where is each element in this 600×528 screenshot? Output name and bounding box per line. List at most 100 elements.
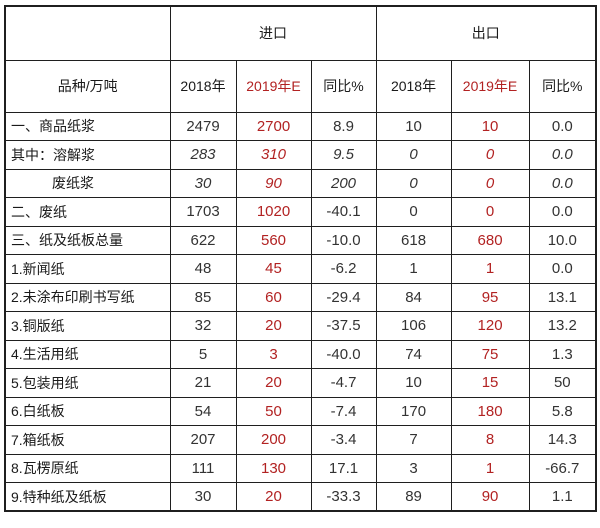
import-2018-cell: 30 <box>169 482 237 512</box>
import-2019e-cell: 90 <box>235 168 312 198</box>
export-2018-cell: 10 <box>375 368 452 398</box>
import-yoy-cell: -10.0 <box>310 225 377 255</box>
row-label: 5.包装用纸 <box>4 368 171 398</box>
import-2018-cell: 85 <box>169 282 237 312</box>
import-2019e-cell: 310 <box>235 140 312 170</box>
import-2019e-cell: 3 <box>235 339 312 369</box>
export-2019e-cell: 680 <box>450 225 530 255</box>
table-row-packaging-paper: 5.包装用纸 21 20 -4.7 10 15 50 <box>4 368 597 398</box>
export-yoy-cell: 5.8 <box>528 396 597 426</box>
export-2019e-header: 2019年E <box>450 59 530 113</box>
import-yoy-cell: -40.1 <box>310 197 377 227</box>
import-2019e-cell: 20 <box>235 368 312 398</box>
header-columns-row: 品种/万吨 2018年 2019年E 同比% 2018年 2019年E 同比% <box>4 59 597 113</box>
row-label: 9.特种纸及纸板 <box>4 482 171 512</box>
table-row-corrugating-medium: 8.瓦楞原纸 111 130 17.1 3 1 -66.7 <box>4 453 597 483</box>
import-2019e-cell: 20 <box>235 311 312 341</box>
table-row-recycled-pulp: 废纸浆 30 90 200 0 0 0.0 <box>4 168 597 198</box>
export-2018-cell: 106 <box>375 311 452 341</box>
export-yoy-cell: -66.7 <box>528 453 597 483</box>
import-yoy-cell: 17.1 <box>310 453 377 483</box>
export-2019e-cell: 95 <box>450 282 530 312</box>
export-2018-cell: 74 <box>375 339 452 369</box>
header-group-row: 进口 出口 <box>4 5 597 61</box>
export-yoy-header: 同比% <box>528 59 597 113</box>
export-2019e-cell: 0 <box>450 168 530 198</box>
table-row-coated-paper: 3.铜版纸 32 20 -37.5 106 120 13.2 <box>4 311 597 341</box>
import-group-header: 进口 <box>169 5 377 61</box>
import-yoy-cell: -33.3 <box>310 482 377 512</box>
export-2019e-cell: 0 <box>450 140 530 170</box>
export-yoy-cell: 0.0 <box>528 254 597 284</box>
export-2018-cell: 170 <box>375 396 452 426</box>
export-2018-cell: 1 <box>375 254 452 284</box>
export-2019e-cell: 1 <box>450 453 530 483</box>
export-2018-cell: 0 <box>375 168 452 198</box>
export-yoy-cell: 13.1 <box>528 282 597 312</box>
export-yoy-cell: 50 <box>528 368 597 398</box>
import-2019e-cell: 45 <box>235 254 312 284</box>
export-2018-cell: 10 <box>375 111 452 141</box>
import-2018-cell: 1703 <box>169 197 237 227</box>
export-2018-cell: 84 <box>375 282 452 312</box>
import-2019e-header: 2019年E <box>235 59 312 113</box>
export-yoy-cell: 0.0 <box>528 111 597 141</box>
row-label: 二、废纸 <box>4 197 171 227</box>
row-label: 4.生活用纸 <box>4 339 171 369</box>
import-2018-cell: 207 <box>169 425 237 455</box>
import-yoy-cell: -40.0 <box>310 339 377 369</box>
corner-cell <box>4 5 171 61</box>
import-2018-cell: 2479 <box>169 111 237 141</box>
import-2018-cell: 283 <box>169 140 237 170</box>
export-yoy-cell: 1.1 <box>528 482 597 512</box>
export-2018-cell: 0 <box>375 197 452 227</box>
import-2018-cell: 32 <box>169 311 237 341</box>
export-2019e-cell: 75 <box>450 339 530 369</box>
row-label: 3.铜版纸 <box>4 311 171 341</box>
table-row-uncoated-printing-paper: 2.未涂布印刷书写纸 85 60 -29.4 84 95 13.1 <box>4 282 597 312</box>
import-2019e-cell: 60 <box>235 282 312 312</box>
table-row-commodity-pulp: 一、商品纸浆 2479 2700 8.9 10 10 0.0 <box>4 111 597 141</box>
import-2019e-cell: 20 <box>235 482 312 512</box>
export-2019e-cell: 180 <box>450 396 530 426</box>
export-yoy-cell: 13.2 <box>528 311 597 341</box>
import-export-table-container: 进口 出口 品种/万吨 2018年 2019年E 同比% 2018年 2019年… <box>4 5 598 512</box>
row-label: 其中：溶解浆 <box>4 140 171 170</box>
import-2018-cell: 5 <box>169 339 237 369</box>
import-2018-cell: 111 <box>169 453 237 483</box>
import-2018-cell: 21 <box>169 368 237 398</box>
import-2019e-cell: 560 <box>235 225 312 255</box>
export-2018-cell: 89 <box>375 482 452 512</box>
import-yoy-cell: -37.5 <box>310 311 377 341</box>
import-2018-cell: 622 <box>169 225 237 255</box>
row-label: 一、商品纸浆 <box>4 111 171 141</box>
row-label: 废纸浆 <box>4 168 171 198</box>
variety-unit-header: 品种/万吨 <box>4 59 171 113</box>
import-yoy-cell: 200 <box>310 168 377 198</box>
export-2018-header: 2018年 <box>375 59 452 113</box>
export-2019e-cell: 10 <box>450 111 530 141</box>
export-2018-cell: 7 <box>375 425 452 455</box>
table-row-linerboard: 7.箱纸板 207 200 -3.4 7 8 14.3 <box>4 425 597 455</box>
table-row-tissue-paper: 4.生活用纸 5 3 -40.0 74 75 1.3 <box>4 339 597 369</box>
import-2019e-cell: 1020 <box>235 197 312 227</box>
export-2019e-cell: 1 <box>450 254 530 284</box>
export-yoy-cell: 1.3 <box>528 339 597 369</box>
import-2018-cell: 54 <box>169 396 237 426</box>
export-2019e-cell: 15 <box>450 368 530 398</box>
import-2019e-cell: 2700 <box>235 111 312 141</box>
table-row-specialty-paper: 9.特种纸及纸板 30 20 -33.3 89 90 1.1 <box>4 482 597 512</box>
import-yoy-cell: -3.4 <box>310 425 377 455</box>
export-2019e-cell: 120 <box>450 311 530 341</box>
export-2019e-cell: 8 <box>450 425 530 455</box>
import-2018-header: 2018年 <box>169 59 237 113</box>
import-2019e-cell: 130 <box>235 453 312 483</box>
import-yoy-cell: 9.5 <box>310 140 377 170</box>
row-label: 三、纸及纸板总量 <box>4 225 171 255</box>
import-2019e-cell: 200 <box>235 425 312 455</box>
export-2018-cell: 3 <box>375 453 452 483</box>
export-yoy-cell: 0.0 <box>528 140 597 170</box>
export-yoy-cell: 10.0 <box>528 225 597 255</box>
import-yoy-cell: 8.9 <box>310 111 377 141</box>
export-2018-cell: 618 <box>375 225 452 255</box>
